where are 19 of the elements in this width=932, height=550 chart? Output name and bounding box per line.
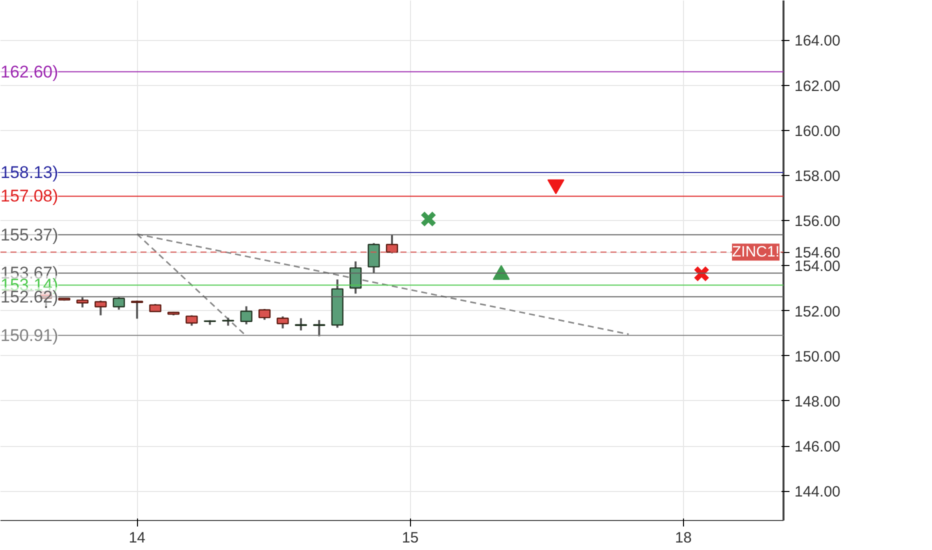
- y-tick-label: 164.00: [794, 32, 840, 50]
- x-tick-label: 14: [128, 530, 146, 546]
- ref-line-label: 157.08): [0, 186, 58, 206]
- ref-line-label: 162.60): [0, 62, 58, 82]
- ref-line-label: 155.37): [0, 225, 58, 244]
- y-tick-label: 152.00: [794, 303, 840, 320]
- x-tick-label: 15: [402, 530, 419, 546]
- y-tick-label: 146.00: [794, 438, 840, 456]
- y-tick-label: 148.00: [794, 393, 840, 410]
- y-tick-label: 144.00: [794, 484, 840, 501]
- y-tick-label: 162.00: [794, 78, 840, 95]
- y-tick-label: 160.00: [794, 122, 840, 140]
- y-tick-label: 150.00: [794, 348, 840, 366]
- ref-line-label: ZINC1!: [732, 244, 780, 261]
- x-tick-label: 18: [675, 530, 692, 546]
- ref-line-label: 150.91): [0, 326, 58, 345]
- ref-line-label: 158.13): [0, 163, 58, 182]
- y-tick-label: 158.00: [794, 168, 840, 185]
- y-tick-label: 156.00: [794, 213, 840, 230]
